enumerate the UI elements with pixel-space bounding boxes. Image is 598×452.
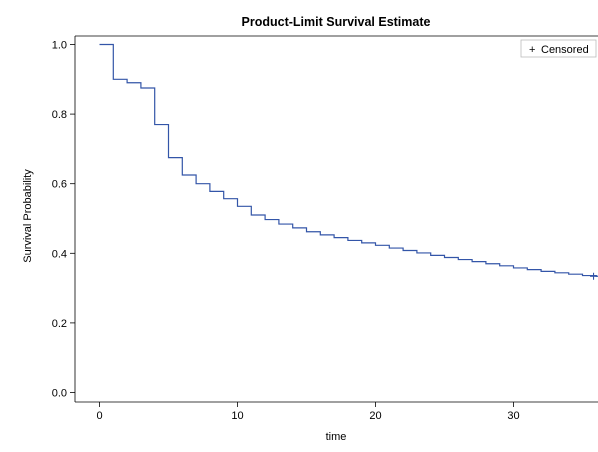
y-axis-ticks: 0.0 0.2 0.4 0.6 0.8 1.0 [52, 40, 75, 400]
x-tick-label: 20 [369, 410, 381, 422]
y-tick-label: 0.0 [52, 388, 67, 400]
x-axis-ticks: 0 10 20 30 [96, 402, 520, 422]
y-tick-label: 0.6 [52, 179, 67, 191]
y-tick-label: 1.0 [52, 40, 67, 52]
survival-step-line [99, 43, 598, 277]
y-axis-label: Survival Probability [22, 169, 34, 263]
y-tick-label: 0.4 [52, 248, 67, 260]
x-tick-label: 0 [96, 410, 102, 422]
legend: + Censored [520, 39, 597, 58]
x-axis-label: time [326, 431, 347, 443]
x-tick-label: 30 [507, 410, 519, 422]
chart-title: Product-Limit Survival Estimate [242, 15, 431, 29]
y-tick-label: 0.8 [52, 109, 67, 121]
y-tick-label: 0.2 [52, 318, 67, 330]
legend-label: Censored [541, 44, 589, 56]
x-tick-label: 10 [231, 410, 243, 422]
legend-symbol: + [529, 44, 535, 56]
series-layer [99, 43, 598, 280]
legend-box [520, 39, 597, 58]
